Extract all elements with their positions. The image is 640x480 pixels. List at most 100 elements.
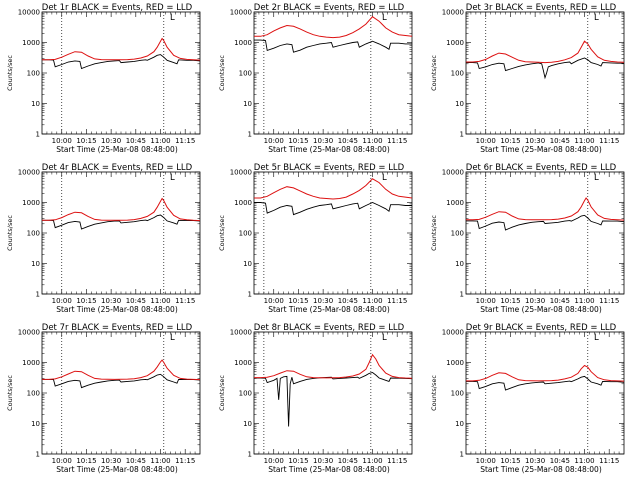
y-tick-label: 1000 bbox=[446, 39, 464, 47]
series-events-line bbox=[466, 57, 624, 80]
y-tick-label: 1 bbox=[248, 291, 252, 299]
y-axis-label: Counts/sec bbox=[6, 375, 14, 411]
y-tick-label: 1000 bbox=[22, 359, 40, 367]
y-tick-label: 100 bbox=[451, 230, 464, 238]
x-tick-label: 11:15 bbox=[599, 297, 619, 305]
x-tick-label: 10:15 bbox=[500, 297, 520, 305]
x-tick-label: 10:00 bbox=[52, 137, 72, 145]
x-axis-label: Start Time (25-Mar-08 08:48:00) bbox=[268, 145, 390, 154]
x-axis-label: Start Time (25-Mar-08 08:48:00) bbox=[56, 145, 178, 154]
panel-title: Det 7r BLACK = Events, RED = LLD bbox=[42, 323, 193, 333]
y-tick-label: 10000 bbox=[230, 329, 252, 337]
x-axis-label: Start Time (25-Mar-08 08:48:00) bbox=[268, 465, 390, 474]
x-tick-label: 10:45 bbox=[126, 297, 146, 305]
y-tick-label: 1000 bbox=[446, 359, 464, 367]
y-tick-label: 100 bbox=[451, 70, 464, 78]
x-axis-label: Start Time (25-Mar-08 08:48:00) bbox=[56, 465, 178, 474]
x-tick-label: 11:00 bbox=[362, 137, 382, 145]
y-tick-label: 10000 bbox=[18, 9, 40, 17]
plot-frame bbox=[465, 11, 625, 135]
x-tick-label: 10:15 bbox=[288, 457, 308, 465]
x-tick-label: 11:15 bbox=[175, 457, 195, 465]
panel-title: Det 2r BLACK = Events, RED = LLD bbox=[254, 3, 405, 13]
plot-frame bbox=[465, 331, 625, 455]
panel-title: Det 1r BLACK = Events, RED = LLD bbox=[42, 3, 193, 13]
x-tick-label: 11:00 bbox=[150, 137, 170, 145]
series-lld-line bbox=[254, 178, 413, 200]
y-tick-label: 100 bbox=[27, 230, 40, 238]
series-lld-line bbox=[254, 16, 413, 39]
y-tick-label: 100 bbox=[239, 70, 252, 78]
x-tick-label: 10:45 bbox=[338, 137, 358, 145]
x-tick-label: 10:15 bbox=[76, 457, 96, 465]
x-tick-label: 10:00 bbox=[264, 457, 284, 465]
x-tick-label: 10:15 bbox=[500, 457, 520, 465]
y-tick-label: 1000 bbox=[234, 39, 252, 47]
x-tick-label: 10:15 bbox=[76, 297, 96, 305]
y-tick-label: 1000 bbox=[234, 199, 252, 207]
x-tick-label: 10:45 bbox=[338, 297, 358, 305]
x-tick-label: 11:00 bbox=[362, 457, 382, 465]
series-events-line bbox=[42, 54, 201, 70]
legend-marker: L bbox=[170, 333, 175, 343]
plot-frame bbox=[41, 331, 201, 455]
panel-title: Det 6r BLACK = Events, RED = LLD bbox=[466, 163, 617, 173]
series-events-line bbox=[254, 39, 412, 53]
y-tick-label: 1 bbox=[36, 131, 40, 139]
y-tick-label: 1 bbox=[248, 451, 252, 459]
x-axis-label: Start Time (25-Mar-08 08:48:00) bbox=[268, 305, 390, 314]
y-tick-label: 1 bbox=[460, 291, 464, 299]
panel-title: Det 4r BLACK = Events, RED = LLD bbox=[42, 163, 193, 173]
x-axis-label: Start Time (25-Mar-08 08:48:00) bbox=[56, 305, 178, 314]
x-tick-label: 10:00 bbox=[52, 297, 72, 305]
y-tick-label: 1000 bbox=[22, 199, 40, 207]
x-tick-label: 10:45 bbox=[126, 457, 146, 465]
x-tick-label: 10:45 bbox=[338, 457, 358, 465]
y-tick-label: 1 bbox=[460, 451, 464, 459]
x-tick-label: 10:45 bbox=[550, 457, 570, 465]
x-tick-label: 10:45 bbox=[550, 297, 570, 305]
y-tick-label: 100 bbox=[27, 390, 40, 398]
y-axis-label: Counts/sec bbox=[430, 215, 438, 251]
x-tick-label: 11:00 bbox=[150, 297, 170, 305]
x-tick-label: 10:15 bbox=[76, 137, 96, 145]
y-axis-label: Counts/sec bbox=[6, 55, 14, 91]
panel-title: Det 8r BLACK = Events, RED = LLD bbox=[254, 323, 405, 333]
legend-marker: L bbox=[382, 333, 387, 343]
x-tick-label: 11:15 bbox=[175, 137, 195, 145]
x-tick-label: 10:00 bbox=[52, 457, 72, 465]
series-events-line bbox=[42, 214, 201, 230]
y-tick-label: 10000 bbox=[18, 329, 40, 337]
x-tick-label: 11:00 bbox=[574, 457, 594, 465]
x-tick-label: 10:45 bbox=[550, 137, 570, 145]
x-tick-label: 11:00 bbox=[574, 297, 594, 305]
y-tick-label: 1000 bbox=[446, 199, 464, 207]
series-events-line bbox=[42, 373, 201, 389]
x-tick-label: 11:15 bbox=[387, 137, 407, 145]
y-tick-label: 1 bbox=[36, 291, 40, 299]
x-tick-label: 11:15 bbox=[387, 457, 407, 465]
plot-frame bbox=[41, 11, 201, 135]
x-tick-label: 10:15 bbox=[288, 297, 308, 305]
series-lld-line bbox=[42, 37, 201, 61]
x-tick-label: 10:30 bbox=[101, 137, 121, 145]
legend-marker: L bbox=[594, 333, 599, 343]
y-tick-label: 10 bbox=[31, 100, 40, 108]
legend-marker: L bbox=[170, 173, 175, 183]
x-tick-label: 11:15 bbox=[599, 137, 619, 145]
x-tick-label: 10:15 bbox=[500, 137, 520, 145]
series-lld-line bbox=[254, 353, 413, 379]
y-tick-label: 100 bbox=[239, 230, 252, 238]
x-tick-label: 10:30 bbox=[313, 297, 333, 305]
legend-marker: L bbox=[594, 13, 599, 23]
x-tick-label: 11:15 bbox=[599, 457, 619, 465]
y-tick-label: 1 bbox=[36, 451, 40, 459]
panel-title: Det 5r BLACK = Events, RED = LLD bbox=[254, 163, 405, 173]
x-tick-label: 10:30 bbox=[313, 137, 333, 145]
